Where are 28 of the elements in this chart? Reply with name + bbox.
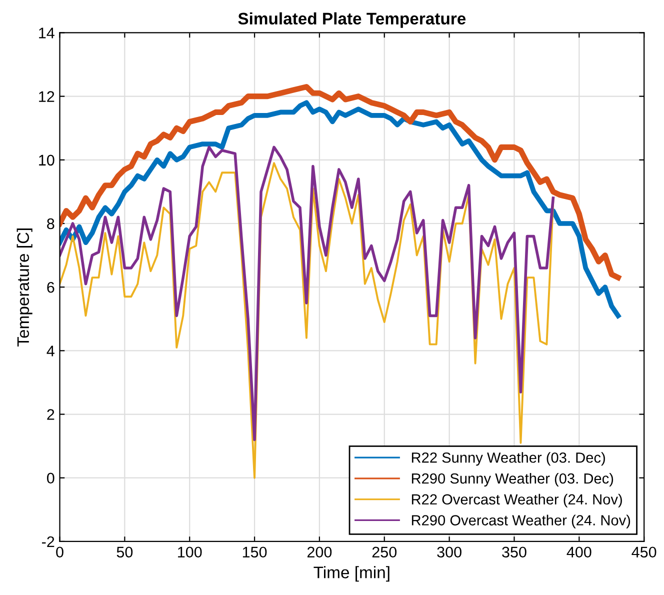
x-tick-label: 0: [56, 546, 64, 558]
y-tick-label: 4: [46, 346, 54, 356]
legend-label: R22 Overcast Weather (24. Nov): [412, 494, 622, 508]
y-axis-title: Temperature [C]: [16, 228, 32, 346]
legend-label: R22 Sunny Weather (03. Dec): [412, 452, 605, 466]
line-series: [60, 100, 621, 318]
legend-label: R290 Overcast Weather (24. Nov): [412, 514, 630, 528]
y-tick-label: 6: [47, 282, 54, 293]
x-tick-label: 450: [632, 546, 656, 558]
line-series: [60, 146, 555, 442]
x-tick-label: 200: [307, 546, 332, 558]
x-tick-label: 400: [566, 546, 592, 558]
y-tick-label: 12: [39, 91, 54, 102]
x-tick-label: 350: [502, 546, 526, 558]
x-tick-label: 100: [178, 546, 202, 558]
y-tick-label: 14: [39, 28, 54, 38]
y-tick-label: 2: [47, 409, 54, 420]
legend-label: R290 Sunny Weather (03. Dec): [412, 472, 614, 487]
chart-title: Simulated Plate Temperature: [238, 12, 466, 28]
y-tick-label: 8: [47, 218, 54, 230]
y-tick-label: 0: [47, 472, 54, 484]
x-tick-label: 150: [242, 546, 267, 558]
x-axis-title: Time [min]: [314, 566, 390, 582]
x-tick-label: 50: [116, 546, 133, 558]
x-tick-label: 250: [372, 546, 397, 558]
x-tick-label: 300: [437, 546, 462, 558]
y-tick-label: 10: [39, 154, 54, 166]
y-tick-label: -2: [42, 536, 54, 547]
